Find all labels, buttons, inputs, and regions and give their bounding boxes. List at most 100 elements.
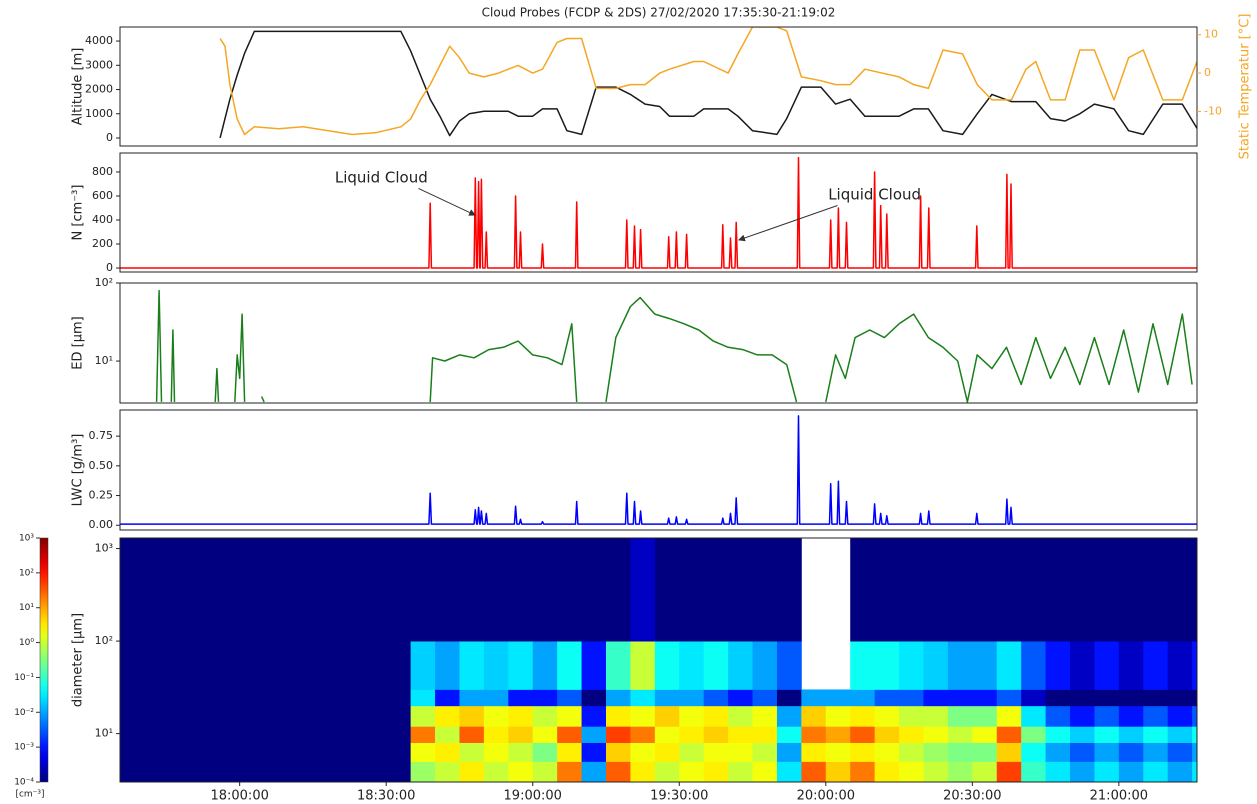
heatmap-cell xyxy=(264,689,289,707)
heatmap-cell xyxy=(508,538,534,642)
heatmap-cell xyxy=(947,538,973,642)
heatmap-cell xyxy=(1143,641,1169,690)
heatmap-cell xyxy=(190,705,216,727)
heatmap-cell xyxy=(850,761,876,783)
heatmap-cell xyxy=(120,726,143,743)
heatmap-cell xyxy=(337,705,363,727)
heatmap-cell xyxy=(557,689,582,707)
heatmap-cell xyxy=(605,705,631,727)
heatmap-cell xyxy=(386,689,412,707)
heatmap-cell xyxy=(825,726,851,743)
heatmap-cell xyxy=(410,726,436,743)
heatmap-cell xyxy=(410,641,436,690)
heatmap-cell xyxy=(654,641,680,690)
colorbar-tick-label: 10⁻¹ xyxy=(14,673,34,683)
heatmap-cell xyxy=(1192,538,1198,642)
colorbar-label: [cm⁻³] xyxy=(15,790,44,800)
heatmap-cell xyxy=(557,641,582,690)
heatmap-cell xyxy=(166,689,192,707)
heatmap-cell xyxy=(630,538,656,642)
heatmap-cell xyxy=(581,641,607,690)
heatmap-cell xyxy=(264,641,289,690)
x-tick-label: 20:30:00 xyxy=(943,789,1001,804)
heatmap-cell xyxy=(874,761,900,783)
heatmap-cell xyxy=(605,761,631,783)
colorbar-tick-label: 10² xyxy=(19,568,34,578)
y-tick-label: 200 xyxy=(92,237,113,250)
heatmap-cell xyxy=(120,689,143,707)
heatmap-cell xyxy=(141,538,167,642)
heatmap-cell xyxy=(215,761,241,783)
y-tick-label: 10² xyxy=(95,634,113,647)
heatmap-cell xyxy=(1070,538,1095,642)
heatmap-cell xyxy=(288,641,314,690)
chart-title: Cloud Probes (FCDP & 2DS) 27/02/2020 17:… xyxy=(482,6,836,20)
heatmap-cell xyxy=(166,641,192,690)
heatmap-cell xyxy=(874,689,900,707)
y-tick-label: 400 xyxy=(92,213,113,226)
heatmap-cell xyxy=(215,538,241,642)
heatmap-cell xyxy=(215,641,241,690)
heatmap-cell xyxy=(459,689,485,707)
heatmap-cell xyxy=(874,742,900,762)
heatmap-cell xyxy=(996,641,1022,690)
heatmap-cell xyxy=(630,726,656,743)
heatmap-cell xyxy=(801,742,827,762)
axis-label: Static Temperatur [°C] xyxy=(1238,14,1253,160)
heatmap-cell xyxy=(801,761,827,783)
annotation: Liquid Cloud xyxy=(335,168,428,186)
heatmap-cell xyxy=(703,705,729,727)
heatmap-cell xyxy=(1094,761,1120,783)
heatmap-cell xyxy=(752,705,778,727)
axis-label: N [cm⁻³] xyxy=(71,185,86,241)
heatmap-cell xyxy=(215,742,241,762)
series-line xyxy=(120,415,1197,525)
heatmap-cell xyxy=(190,689,216,707)
heatmap-cell xyxy=(1192,742,1198,762)
heatmap-cell xyxy=(1143,761,1169,783)
heatmap-cell xyxy=(557,705,582,727)
plot-frame xyxy=(119,152,1198,273)
y-tick-label: 0.75 xyxy=(89,429,114,442)
heatmap-cell xyxy=(776,742,802,762)
x-tick-label: 19:30:00 xyxy=(650,789,708,804)
heatmap-cell xyxy=(923,689,949,707)
heatmap-cell xyxy=(1118,705,1144,727)
heatmap-cell xyxy=(679,689,705,707)
heatmap-cell xyxy=(166,705,192,727)
y-tick-label: 2000 xyxy=(85,83,113,96)
heatmap-cell xyxy=(947,689,973,707)
heatmap-cell xyxy=(752,726,778,743)
plot-frame xyxy=(119,282,1198,404)
heatmap-cell xyxy=(752,538,778,642)
heatmap-cell xyxy=(1118,761,1144,783)
heatmap-cell xyxy=(996,538,1022,642)
heatmap-cell xyxy=(459,726,485,743)
y-tick-label: 0.00 xyxy=(89,518,114,531)
heatmap-cell xyxy=(874,726,900,743)
heatmap-cell xyxy=(972,641,998,690)
heatmap-cell xyxy=(679,742,705,762)
heatmap-cell xyxy=(1192,761,1198,783)
heatmap-cell xyxy=(654,761,680,783)
heatmap-cell xyxy=(239,641,265,690)
heatmap-cell xyxy=(605,641,631,690)
heatmap-cell xyxy=(141,689,167,707)
heatmap-cell xyxy=(264,742,289,762)
heatmap-cell xyxy=(483,742,509,762)
heatmap-cell xyxy=(776,641,802,690)
heatmap-cell xyxy=(947,761,973,783)
heatmap-cell xyxy=(1045,742,1071,762)
series-line xyxy=(120,156,1197,269)
heatmap-cell xyxy=(1021,689,1046,707)
annotation: Liquid Cloud xyxy=(828,186,921,204)
heatmap-cell xyxy=(874,705,900,727)
heatmap-cell xyxy=(728,742,753,762)
heatmap-cell xyxy=(361,641,387,690)
heatmap-cell xyxy=(312,538,338,642)
heatmap-cell xyxy=(972,726,998,743)
heatmap-cell xyxy=(141,761,167,783)
heatmap-cell xyxy=(361,538,387,642)
heatmap-cell xyxy=(508,761,534,783)
